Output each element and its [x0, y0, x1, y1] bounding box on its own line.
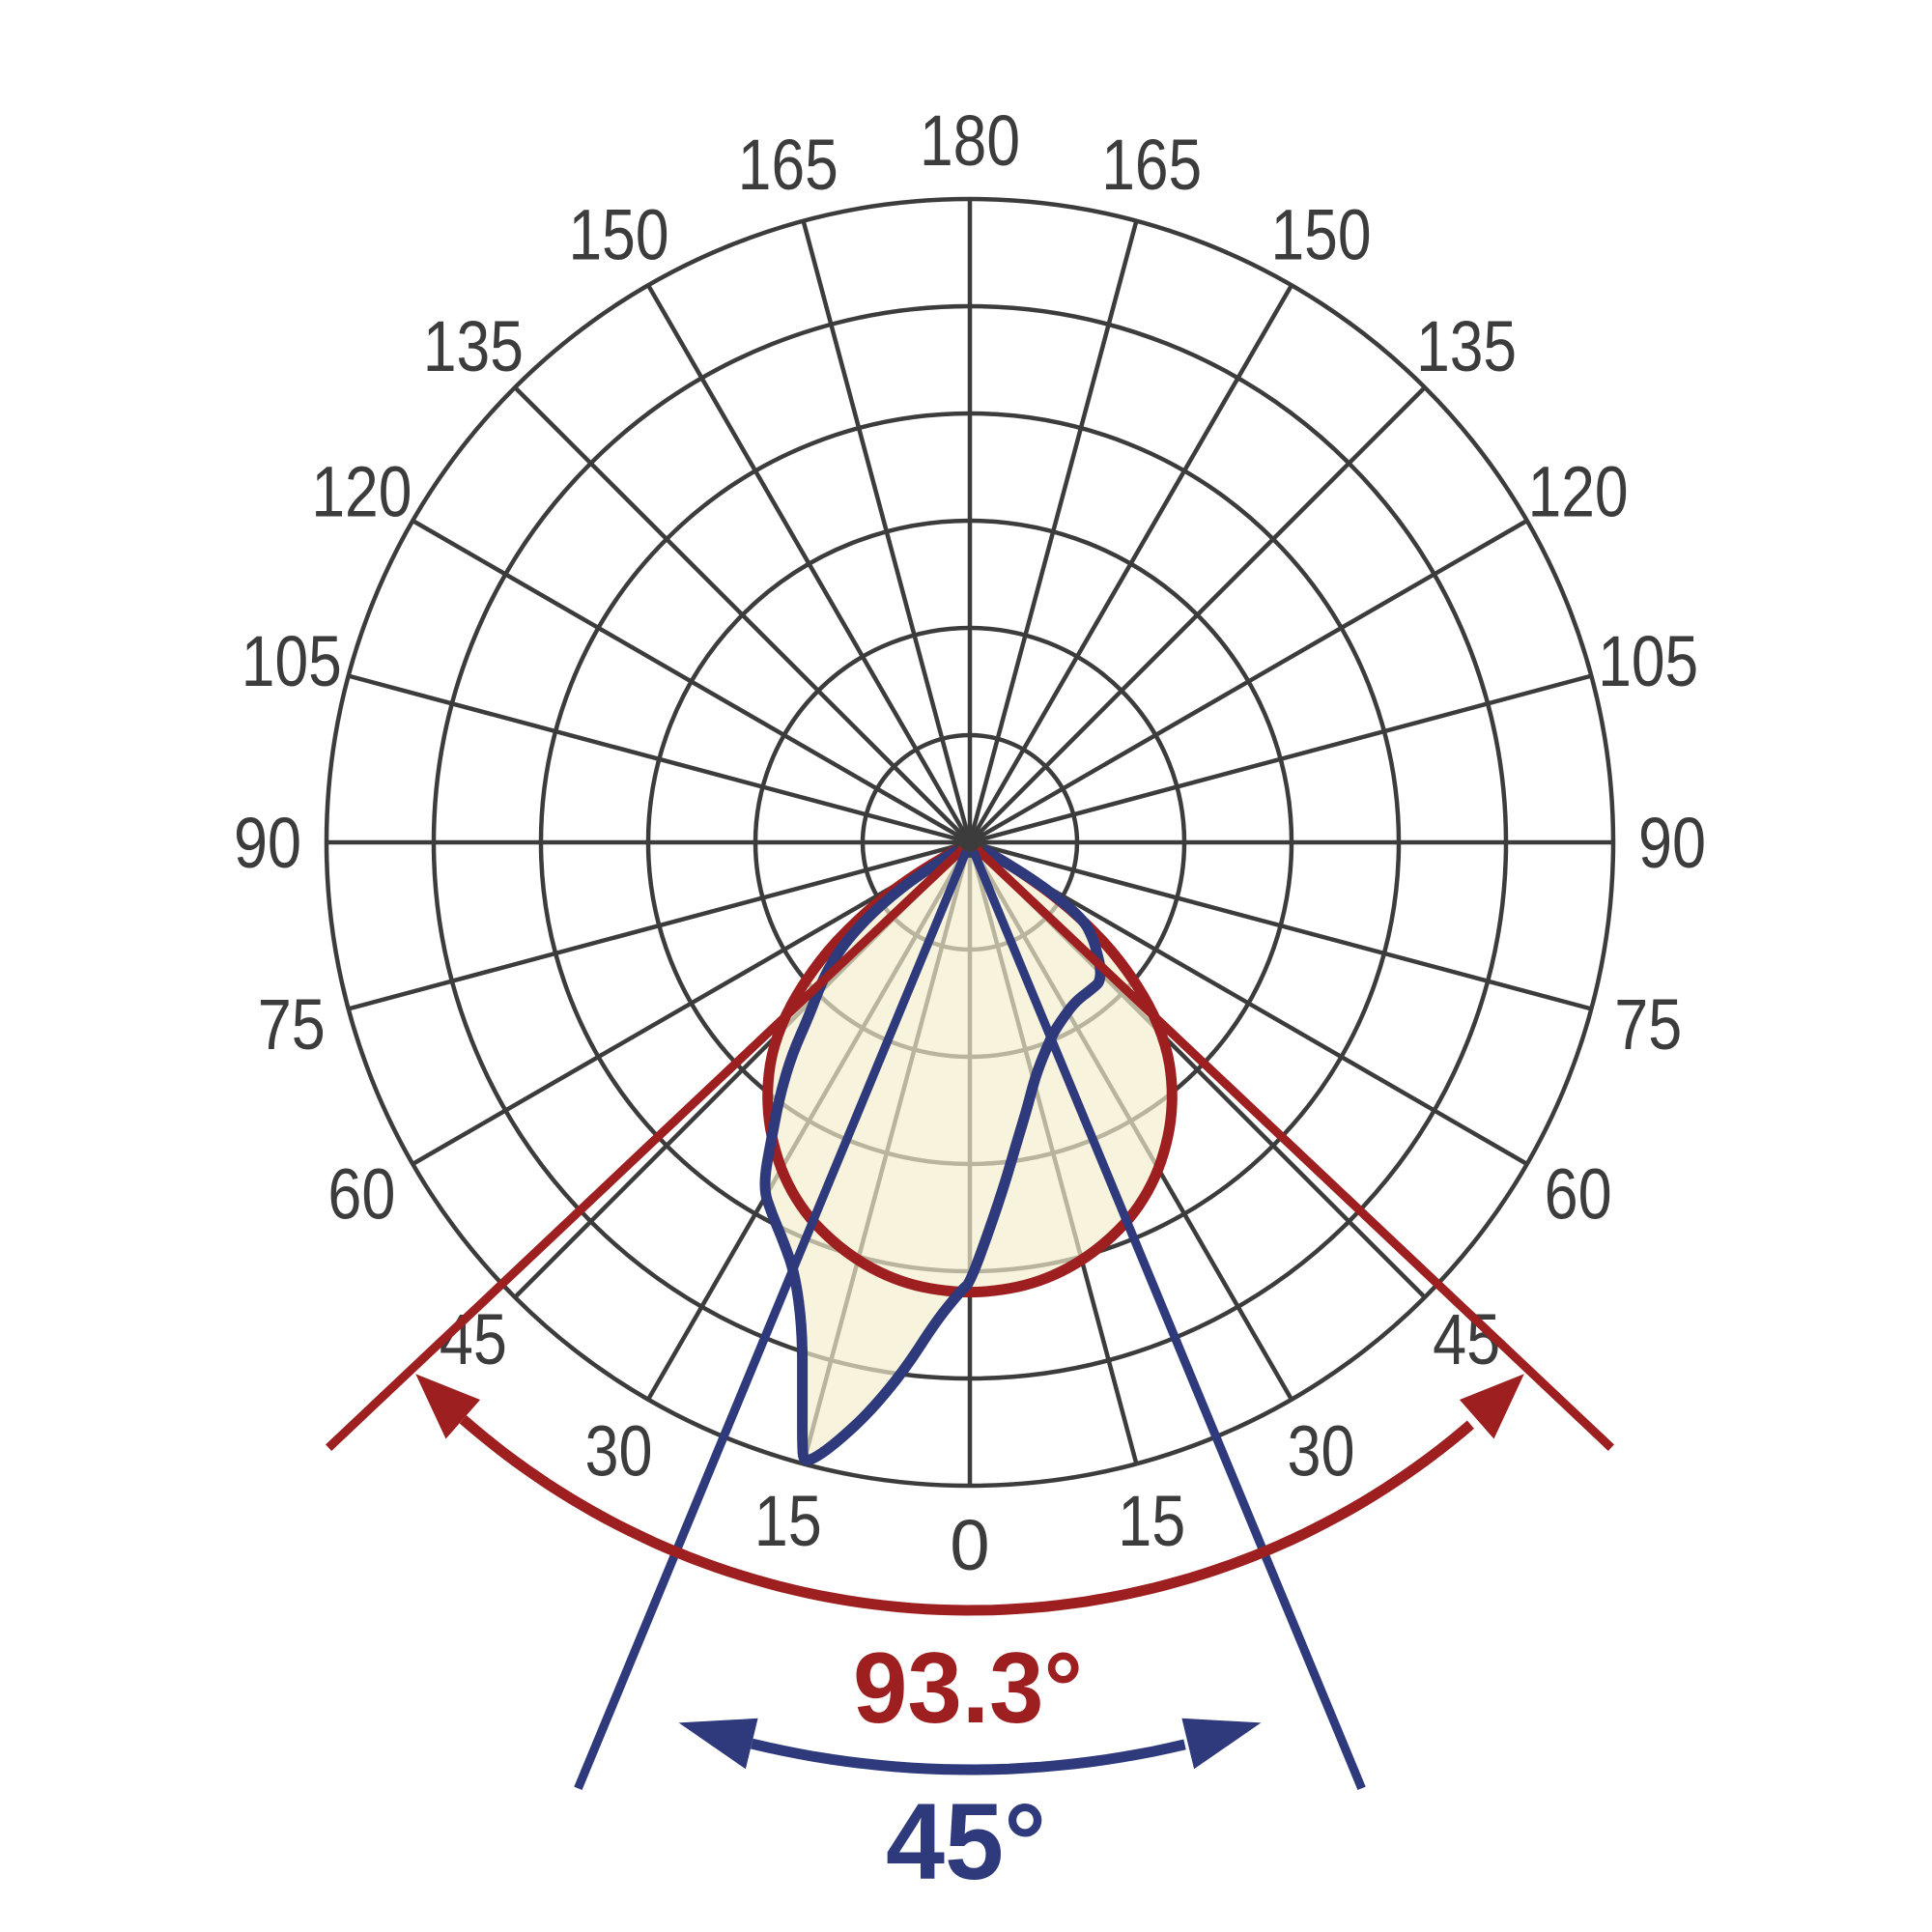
red-angle-arc-arrowhead-left	[415, 1374, 481, 1439]
grid-radial-line	[412, 519, 972, 844]
angle-label-left-150: 150	[569, 194, 669, 274]
grid-radial-line	[513, 385, 972, 844]
angle-label-right-30: 30	[1288, 1411, 1355, 1492]
grid-radial-line	[801, 220, 973, 843]
angle-label-left-30: 30	[585, 1411, 653, 1492]
narrow-beam-angle-label: 45°	[886, 1781, 1046, 1902]
angle-label-right-90: 90	[1638, 803, 1706, 883]
angle-label-left-105: 105	[242, 621, 342, 701]
blue-beam-boundary-left	[574, 849, 971, 1791]
red-beam-boundary-left	[326, 845, 966, 1451]
grid-radial-line	[967, 220, 1139, 843]
blue-beam-boundary-right	[969, 849, 1366, 1791]
beam-fill	[765, 842, 1173, 1461]
angle-scale-labels: 0 153045607590105120135150165180153045607…	[234, 100, 1706, 1585]
blue-angle-arc-arrowhead-right	[1181, 1718, 1262, 1770]
angle-label-right-165: 165	[1101, 125, 1202, 205]
wide-beam-angle-label: 93.3°	[853, 1633, 1083, 1745]
grid-radial-line	[348, 839, 971, 1011]
angle-label-right-135: 135	[1416, 306, 1517, 386]
grid-radial-line	[968, 519, 1528, 844]
angle-label-right-180: 180	[920, 100, 1020, 181]
narrow-beam-lobe-curve	[759, 837, 1106, 1466]
red-angle-arc	[459, 1415, 1474, 1616]
grid-radial-line	[968, 284, 1293, 844]
angle-label-right-15: 15	[1118, 1481, 1185, 1561]
angle-label-right-105: 105	[1598, 621, 1698, 701]
angle-label-left-60: 60	[327, 1154, 395, 1235]
grid-radial-line	[348, 673, 971, 845]
grid-radial-line	[969, 839, 1592, 1011]
grid-radial-line	[968, 385, 1427, 844]
angle-label-left-135: 135	[423, 306, 524, 386]
angle-label-right-75: 75	[1614, 984, 1682, 1065]
angle-label-right-120: 120	[1528, 452, 1629, 532]
angle-label-left-75: 75	[258, 984, 326, 1065]
beam-angle-annotations	[326, 845, 1614, 1791]
angle-label-0: 0	[950, 1505, 989, 1585]
angle-label-right-150: 150	[1271, 194, 1372, 274]
angle-label-right-60: 60	[1545, 1154, 1612, 1235]
angle-label-left-165: 165	[738, 125, 838, 205]
angle-label-left-120: 120	[311, 452, 412, 532]
angle-label-left-15: 15	[754, 1481, 822, 1561]
grid-radial-line	[969, 673, 1592, 845]
red-angle-arc-arrowhead-right	[1459, 1374, 1524, 1439]
blue-angle-arc-arrowhead-left	[678, 1718, 758, 1770]
wide-beam-lobe-curve	[762, 837, 1178, 1298]
beam-fill-region	[765, 842, 1173, 1461]
angle-label-left-90: 90	[234, 803, 301, 883]
blue-angle-arc	[751, 1738, 1186, 1776]
red-beam-boundary-right	[974, 845, 1614, 1451]
grid-radial-line	[412, 840, 972, 1166]
grid-radial-line	[646, 284, 972, 844]
